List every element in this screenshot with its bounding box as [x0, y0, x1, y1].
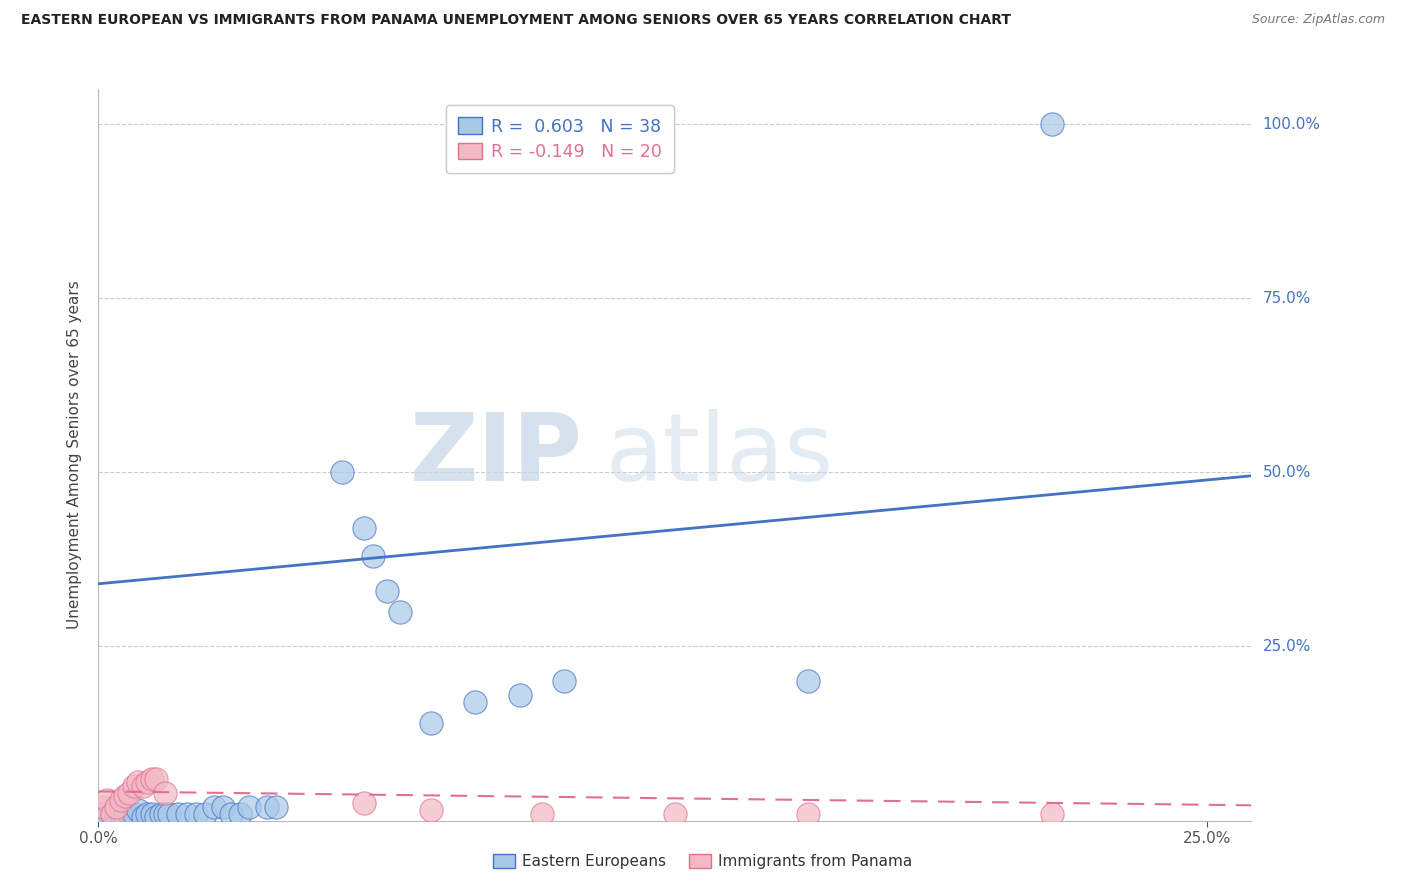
- Point: [388, 605, 411, 619]
- Point: [1040, 117, 1063, 131]
- Point: [149, 806, 172, 821]
- Text: atlas: atlas: [606, 409, 834, 501]
- Point: [153, 806, 176, 821]
- Point: [464, 695, 486, 709]
- Legend: R =  0.603   N = 38, R = -0.149   N = 20: R = 0.603 N = 38, R = -0.149 N = 20: [446, 105, 673, 173]
- Y-axis label: Unemployment Among Seniors over 65 years: Unemployment Among Seniors over 65 years: [67, 281, 83, 629]
- Point: [176, 806, 198, 821]
- Point: [420, 803, 443, 817]
- Point: [153, 786, 176, 800]
- Point: [330, 466, 353, 480]
- Point: [238, 799, 260, 814]
- Point: [110, 806, 132, 821]
- Point: [145, 810, 167, 824]
- Point: [96, 793, 118, 807]
- Point: [530, 806, 553, 821]
- Point: [221, 806, 243, 821]
- Text: 100.0%: 100.0%: [1263, 117, 1320, 131]
- Point: [256, 799, 278, 814]
- Point: [100, 806, 122, 821]
- Point: [264, 799, 287, 814]
- Text: 25.0%: 25.0%: [1263, 639, 1310, 654]
- Point: [194, 806, 217, 821]
- Point: [202, 799, 225, 814]
- Point: [420, 716, 443, 731]
- Point: [127, 775, 149, 789]
- Text: EASTERN EUROPEAN VS IMMIGRANTS FROM PANAMA UNEMPLOYMENT AMONG SENIORS OVER 65 YE: EASTERN EUROPEAN VS IMMIGRANTS FROM PANA…: [21, 13, 1011, 28]
- Point: [553, 674, 575, 689]
- Legend: Eastern Europeans, Immigrants from Panama: Eastern Europeans, Immigrants from Panam…: [488, 847, 918, 875]
- Point: [184, 806, 207, 821]
- Point: [114, 810, 136, 824]
- Point: [1040, 806, 1063, 821]
- Point: [110, 793, 132, 807]
- Point: [96, 810, 118, 824]
- Text: 50.0%: 50.0%: [1263, 465, 1310, 480]
- Point: [229, 806, 252, 821]
- Point: [797, 806, 820, 821]
- Point: [363, 549, 385, 563]
- Point: [105, 810, 128, 824]
- Point: [118, 786, 141, 800]
- Point: [118, 806, 141, 821]
- Point: [167, 806, 190, 821]
- Point: [157, 806, 180, 821]
- Point: [509, 688, 531, 702]
- Point: [132, 810, 155, 824]
- Point: [664, 806, 686, 821]
- Point: [141, 806, 163, 821]
- Point: [145, 772, 167, 786]
- Point: [375, 583, 398, 598]
- Point: [91, 806, 114, 821]
- Text: ZIP: ZIP: [409, 409, 582, 501]
- Point: [211, 799, 233, 814]
- Point: [353, 521, 375, 535]
- Point: [91, 799, 114, 814]
- Point: [122, 779, 145, 793]
- Point: [141, 772, 163, 786]
- Point: [136, 775, 159, 789]
- Point: [797, 674, 820, 689]
- Text: 75.0%: 75.0%: [1263, 291, 1310, 306]
- Point: [127, 803, 149, 817]
- Point: [105, 799, 128, 814]
- Point: [136, 806, 159, 821]
- Point: [132, 779, 155, 793]
- Point: [353, 796, 375, 810]
- Text: Source: ZipAtlas.com: Source: ZipAtlas.com: [1251, 13, 1385, 27]
- Point: [122, 806, 145, 821]
- Point: [100, 806, 122, 821]
- Point: [114, 789, 136, 804]
